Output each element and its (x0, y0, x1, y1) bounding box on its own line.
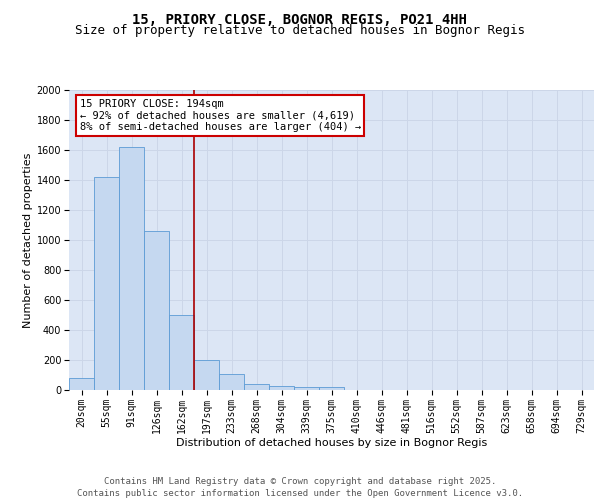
Bar (169, 315, 194, 390)
Text: Contains HM Land Registry data © Crown copyright and database right 2025.
Contai: Contains HM Land Registry data © Crown c… (77, 476, 523, 498)
Bar (69, 378, 94, 390)
Bar (269, 386, 294, 390)
Text: 15 PRIORY CLOSE: 194sqm
← 92% of detached houses are smaller (4,619)
8% of semi-: 15 PRIORY CLOSE: 194sqm ← 92% of detache… (79, 99, 361, 132)
Bar (144, 231, 169, 390)
Bar (294, 387, 319, 390)
Bar (244, 384, 269, 390)
Text: 15, PRIORY CLOSE, BOGNOR REGIS, PO21 4HH: 15, PRIORY CLOSE, BOGNOR REGIS, PO21 4HH (133, 12, 467, 26)
Bar (119, 147, 144, 390)
Text: Size of property relative to detached houses in Bognor Regis: Size of property relative to detached ho… (75, 24, 525, 37)
Y-axis label: Number of detached properties: Number of detached properties (23, 152, 32, 328)
Bar (319, 387, 344, 390)
Bar (219, 374, 244, 390)
X-axis label: Distribution of detached houses by size in Bognor Regis: Distribution of detached houses by size … (176, 438, 487, 448)
Bar (94, 177, 119, 390)
Bar (194, 360, 219, 390)
